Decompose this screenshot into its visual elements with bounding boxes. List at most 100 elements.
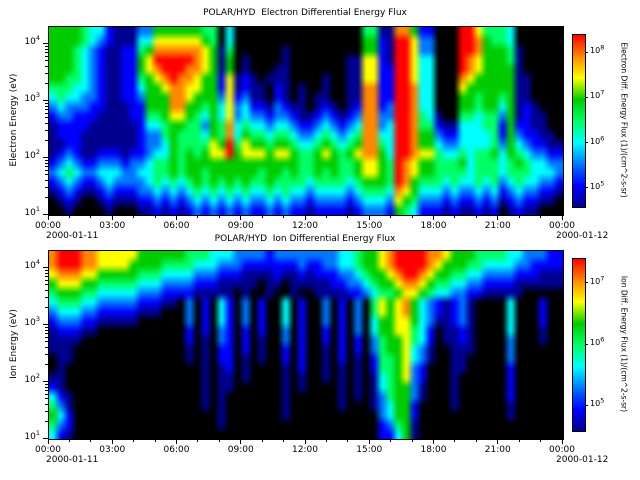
panel-title: POLAR/HYD Ion Differential Energy Flux [214, 234, 396, 244]
y-minor-tick-mark [45, 386, 48, 388]
x-minor-tick-mark [133, 215, 135, 218]
x-axis-labels: 00:00 03:00 06:00 09:00 12:00 15:00 18:00 21:00… [35, 445, 575, 456]
y-minor-tick-mark [45, 353, 48, 355]
colorbar-label: Electron Diff. Energy Flux (1)/(cm^2-s-s… [619, 42, 629, 198]
y-minor-tick-mark [45, 332, 48, 334]
colorbar-tick-label: 105 [590, 396, 605, 409]
x-tick-mark [304, 215, 306, 220]
x-minor-tick-mark [261, 439, 263, 442]
x-minor-tick-mark [454, 215, 456, 218]
x-tick-mark [111, 439, 113, 444]
y-minor-tick-mark [45, 48, 48, 50]
y-minor-tick-mark [45, 363, 48, 365]
x-tick-mark [240, 215, 242, 220]
y-minor-tick-mark [45, 122, 48, 124]
colorbar-gradient [573, 259, 585, 431]
x-tick-label: 09:00 [227, 445, 254, 455]
start-date-label: 2000-01-11 [46, 231, 99, 241]
y-minor-tick-mark [45, 82, 48, 84]
colorbar-tick-mark [585, 142, 588, 144]
colorbar-tick-mark [585, 343, 588, 345]
x-tick-mark [497, 439, 499, 444]
colorbar-tick-label: 107 [590, 273, 605, 286]
y-minor-tick-mark [45, 284, 48, 286]
y-minor-tick-mark [45, 174, 48, 176]
x-axis-ticks [47, 439, 563, 445]
x-minor-tick-mark [133, 439, 135, 442]
y-tick-mark [43, 380, 48, 382]
y-minor-tick-mark [45, 346, 48, 348]
colorbar-tick-label: 107 [590, 88, 605, 101]
y-minor-tick-mark [45, 389, 48, 391]
x-minor-tick-mark [347, 215, 349, 218]
y-tick-label: 102 [24, 148, 40, 162]
x-minor-tick-mark [411, 439, 413, 442]
y-tick-mark [43, 266, 48, 268]
x-tick-label: 15:00 [356, 221, 383, 231]
x-tick-label: 18:00 [420, 221, 447, 231]
colorbar-label: Ion Diff. Energy Flux (1)/(cm^2-s-sr) [619, 275, 629, 413]
x-tick-mark [47, 439, 49, 444]
x-tick-mark [433, 215, 434, 220]
y-tick-mark [43, 323, 48, 325]
y-minor-tick-mark [45, 279, 48, 281]
y-minor-tick-mark [45, 275, 48, 277]
y-tick-label: 104 [24, 258, 40, 272]
y-tick-mark [43, 437, 48, 439]
x-tick-label: 15:00 [356, 445, 383, 455]
colorbar-tick-label: 106 [590, 335, 605, 347]
x-minor-tick-mark [475, 439, 477, 442]
x-minor-tick-mark [347, 439, 349, 442]
x-tick-mark [497, 215, 499, 220]
y-minor-tick-mark [45, 169, 48, 171]
x-tick-label: 09:00 [227, 221, 254, 231]
y-minor-tick-mark [45, 393, 48, 395]
y-tick-label: 103 [24, 315, 40, 329]
colorbar-tick-mark [585, 187, 588, 189]
x-tick-label: 00:00 [35, 445, 61, 455]
x-minor-tick-mark [197, 439, 199, 442]
y-axis-ticks: 104 103 102 101 [0, 26, 48, 218]
y-minor-tick-mark [45, 383, 48, 385]
y-minor-tick-mark [45, 326, 48, 328]
y-minor-tick-mark [45, 341, 48, 343]
x-minor-tick-mark [90, 439, 92, 442]
y-minor-tick-mark [45, 329, 48, 331]
x-minor-tick-mark [518, 439, 520, 442]
y-tick-mark [43, 99, 48, 101]
end-date-label: 2000-01-12 [556, 231, 609, 241]
x-minor-tick-mark [540, 439, 542, 442]
colorbar [572, 34, 586, 208]
y-minor-tick-mark [45, 196, 48, 198]
x-tick-mark [47, 215, 49, 220]
colorbar-tick-mark [585, 404, 588, 406]
y-tick-label: 101 [24, 205, 40, 218]
x-minor-tick-mark [475, 215, 477, 218]
x-tick-mark [240, 439, 242, 444]
x-minor-tick-mark [90, 215, 92, 218]
x-minor-tick-mark [454, 439, 456, 442]
x-minor-tick-mark [68, 215, 70, 218]
x-minor-tick-mark [283, 215, 285, 218]
y-minor-tick-mark [45, 186, 48, 188]
x-tick-label: 00:00 [549, 221, 575, 231]
electron-spectrogram-canvas [49, 27, 563, 215]
x-minor-tick-mark [325, 215, 327, 218]
x-minor-tick-mark [154, 215, 156, 218]
y-minor-tick-mark [45, 159, 48, 161]
x-axis-ticks [47, 215, 563, 221]
y-minor-tick-mark [45, 102, 48, 104]
x-axis-labels: 00:00 03:00 06:00 09:00 12:00 15:00 18:00 21:00… [35, 221, 575, 232]
x-minor-tick-mark [154, 439, 156, 442]
y-minor-tick-mark [45, 306, 48, 308]
colorbar-tick-label: 105 [590, 179, 605, 191]
y-minor-tick-mark [45, 420, 48, 422]
x-tick-label: 18:00 [420, 445, 447, 455]
x-tick-label: 21:00 [484, 221, 511, 231]
x-tick-mark [368, 215, 370, 220]
x-tick-mark [433, 439, 434, 444]
y-minor-tick-mark [45, 410, 48, 412]
y-minor-tick-mark [45, 45, 48, 47]
y-minor-tick-mark [45, 165, 48, 167]
